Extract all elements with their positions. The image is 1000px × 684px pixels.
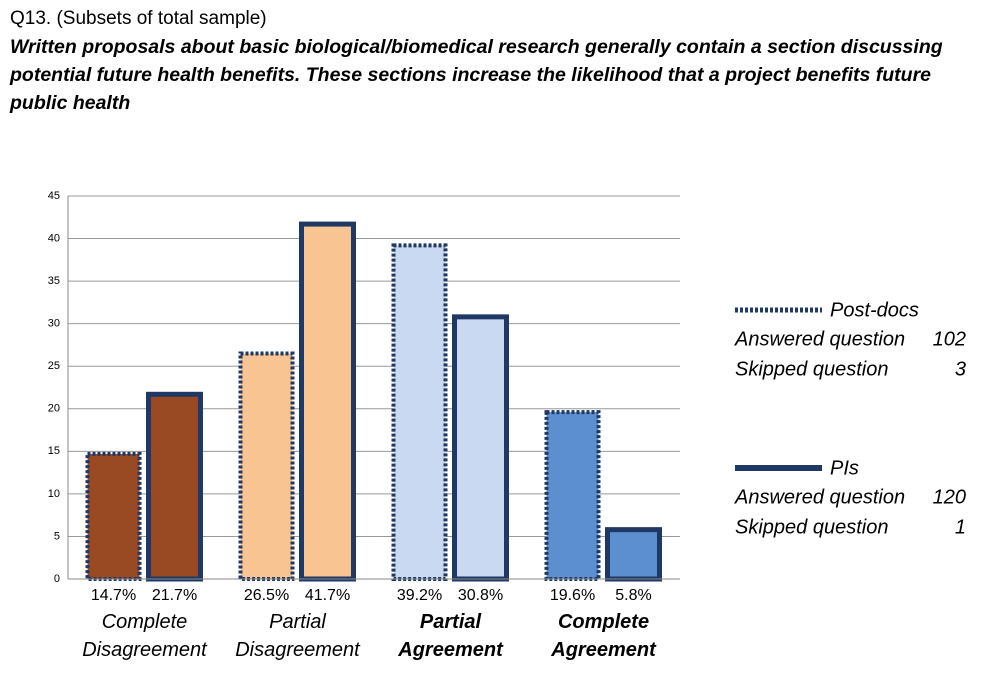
bar (605, 527, 662, 582)
legend-note-label: Skipped question (735, 516, 888, 538)
y-tick-label: 20 (48, 403, 60, 415)
y-tick-label: 30 (48, 318, 60, 330)
x-tick-label: Partial Disagreement (235, 611, 360, 661)
bar (391, 243, 448, 581)
value-label: 26.5% (244, 587, 289, 604)
legend-note-value: 102 (933, 328, 966, 350)
legend-note-label: Answered question (734, 328, 905, 350)
bar (146, 391, 203, 582)
legend-note-value: 3 (955, 358, 966, 380)
bar (299, 221, 356, 582)
bar (452, 314, 509, 582)
y-tick-label: 5 (54, 530, 60, 542)
x-tick-label: Complete Disagreement (82, 611, 207, 661)
y-tick-label: 45 (48, 190, 60, 202)
x-tick-label: Partial Agreement (398, 611, 503, 661)
bar (238, 351, 295, 582)
value-label: 41.7% (305, 587, 350, 604)
y-tick-label: 0 (54, 573, 60, 585)
y-tick-label: 10 (48, 488, 60, 500)
value-label: 5.8% (615, 587, 651, 604)
x-tick-label: Complete Agreement (551, 611, 656, 661)
y-tick-label: 15 (48, 445, 60, 457)
y-tick-label: 40 (48, 232, 60, 244)
bar (85, 451, 142, 581)
legend-label: PIs (830, 457, 859, 479)
value-label: 39.2% (397, 587, 442, 604)
legend-note-value: 120 (933, 486, 966, 508)
legend-note-label: Skipped question (735, 358, 888, 380)
y-tick-label: 35 (48, 275, 60, 287)
value-label: 14.7% (91, 587, 136, 604)
value-label: 30.8% (458, 587, 503, 604)
chart-subtitle: Written proposals about basic biological… (10, 36, 943, 114)
bar (544, 410, 601, 581)
legend-label: Post-docs (830, 299, 919, 321)
y-tick-label: 25 (48, 360, 60, 372)
value-label: 21.7% (152, 587, 197, 604)
value-label: 19.6% (550, 587, 595, 604)
chart-title: Q13. (Subsets of total sample) (10, 8, 267, 29)
legend-note-label: Answered question (734, 486, 905, 508)
legend-note-value: 1 (955, 516, 966, 538)
